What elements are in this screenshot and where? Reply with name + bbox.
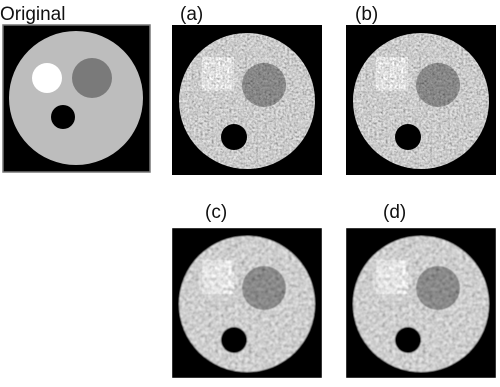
reconstruction-image	[346, 228, 496, 378]
reconstruction-image	[172, 25, 322, 175]
panel-label: (b)	[355, 4, 378, 25]
reconstruction-image	[172, 228, 322, 378]
panel-label: (a)	[180, 4, 203, 25]
panel-label: Original	[0, 4, 65, 25]
reconstruction-image	[346, 25, 496, 175]
panel-label: (d)	[383, 202, 406, 223]
panel-label: (c)	[205, 202, 227, 223]
original-image	[2, 24, 151, 173]
